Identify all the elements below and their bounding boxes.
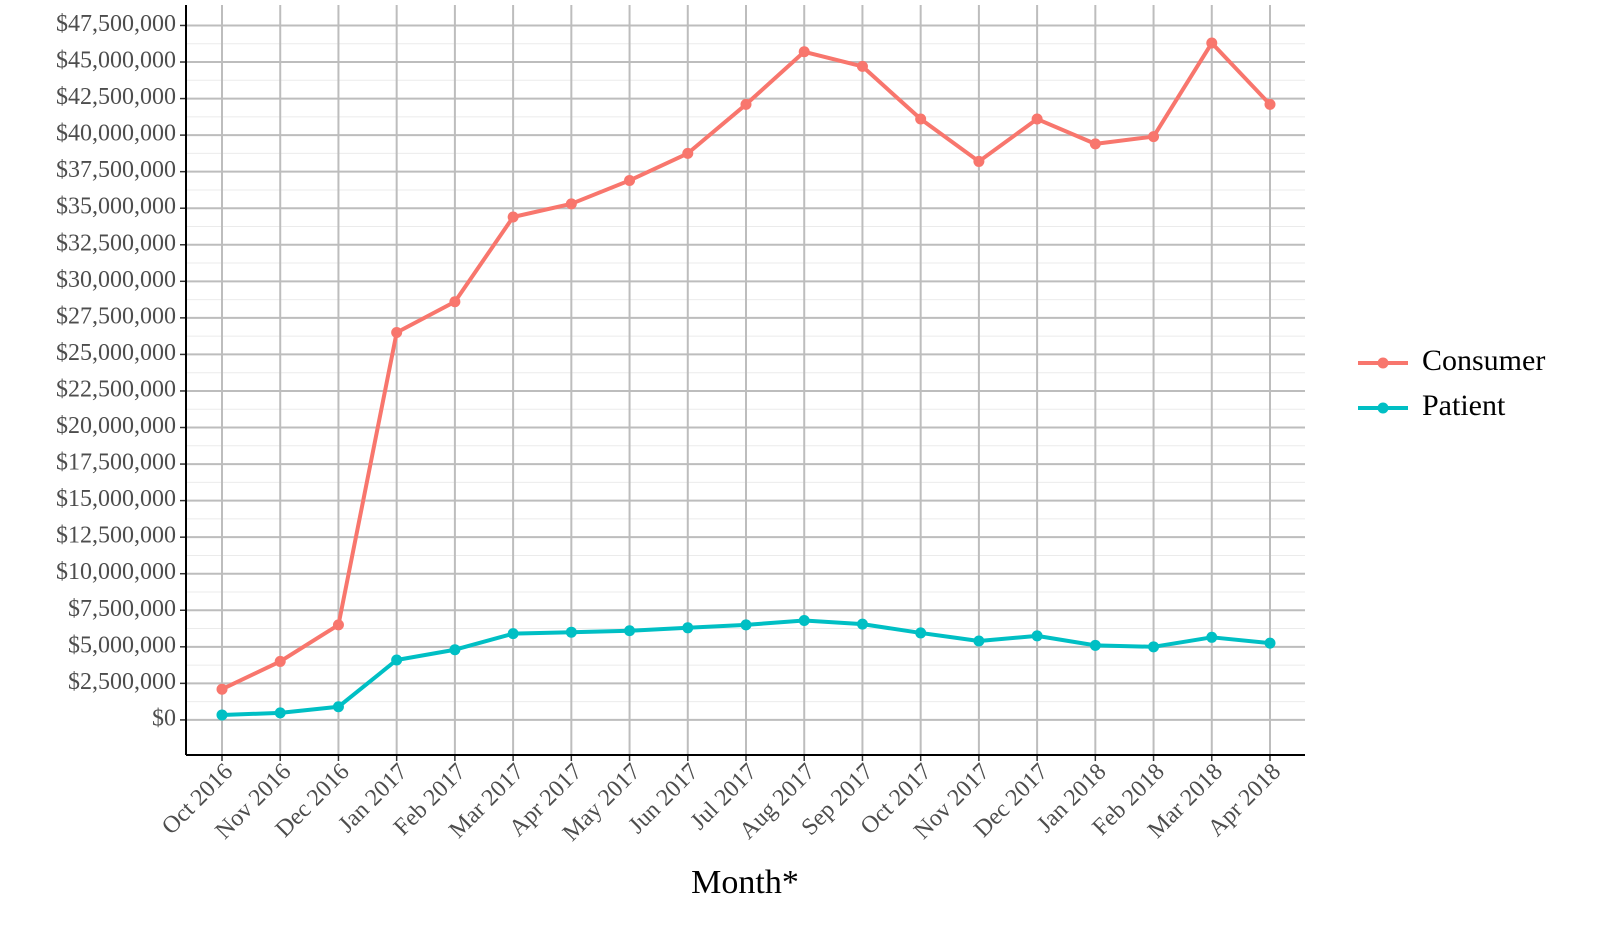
point [1264, 637, 1276, 649]
y-tick-label: $40,000,000 [56, 121, 176, 147]
point [332, 619, 344, 631]
point [1031, 630, 1043, 642]
legend-label: Consumer [1422, 344, 1545, 377]
point [624, 174, 636, 186]
point [449, 644, 461, 656]
y-tick-label: $12,500,000 [56, 523, 176, 549]
point [973, 155, 985, 167]
point [391, 654, 403, 666]
point [1148, 131, 1160, 143]
legend-label: Patient [1422, 389, 1506, 422]
point [332, 701, 344, 713]
y-tick-label: $30,000,000 [56, 267, 176, 293]
y-tick-label: $2,500,000 [68, 669, 176, 695]
y-tick-label: $7,500,000 [68, 596, 176, 622]
point [973, 635, 985, 647]
y-tick-label: $27,500,000 [56, 303, 176, 329]
x-axis-label: Month* [691, 864, 799, 901]
point [1264, 98, 1276, 110]
y-tick-label: $5,000,000 [68, 632, 176, 658]
point [1206, 37, 1218, 49]
point [798, 614, 810, 626]
y-tick-label: $37,500,000 [56, 157, 176, 183]
point [740, 619, 752, 631]
point [624, 625, 636, 637]
point [565, 198, 577, 210]
y-tick-label: $45,000,000 [56, 48, 176, 74]
y-tick-label: $0 [152, 705, 176, 731]
y-tick-label: $10,000,000 [56, 559, 176, 585]
y-tick-label: $15,000,000 [56, 486, 176, 512]
y-tick-label: $35,000,000 [56, 194, 176, 220]
legend-swatch [1377, 357, 1389, 369]
y-tick-label: $32,500,000 [56, 230, 176, 256]
point [798, 46, 810, 58]
point [216, 683, 228, 695]
point [216, 709, 228, 721]
point [1031, 113, 1043, 125]
point [1206, 631, 1218, 643]
point [682, 147, 694, 159]
y-tick-label: $47,500,000 [56, 11, 176, 37]
point [274, 707, 286, 719]
point [915, 627, 927, 639]
y-tick-label: $17,500,000 [56, 450, 176, 476]
point [1089, 639, 1101, 651]
y-tick-label: $42,500,000 [56, 84, 176, 110]
point [856, 618, 868, 630]
point [507, 628, 519, 640]
y-tick-label: $25,000,000 [56, 340, 176, 366]
y-tick-label: $20,000,000 [56, 413, 176, 439]
point [507, 211, 519, 223]
point [449, 296, 461, 308]
point [682, 622, 694, 634]
point [565, 626, 577, 638]
point [740, 98, 752, 110]
point [1089, 138, 1101, 150]
point [1148, 641, 1160, 653]
point [391, 326, 403, 338]
y-tick-label: $22,500,000 [56, 376, 176, 402]
legend-swatch [1377, 402, 1389, 414]
point [274, 655, 286, 667]
point [856, 60, 868, 72]
point [915, 113, 927, 125]
